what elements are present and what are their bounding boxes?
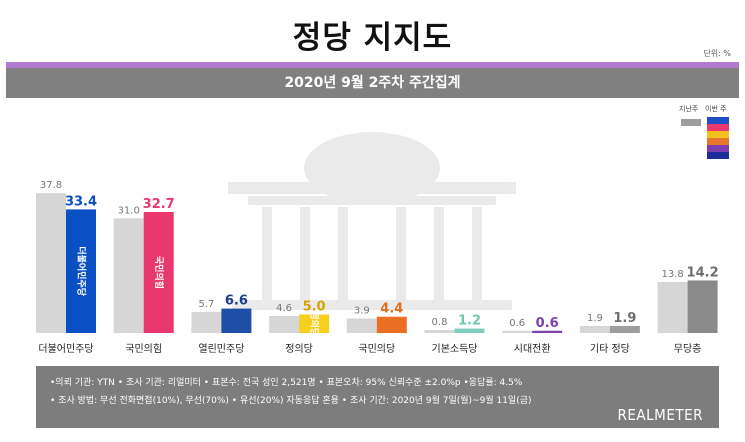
assembly-watermark — [228, 132, 516, 310]
value-label-prev-2: 5.7 — [198, 299, 214, 310]
legend-curr-color-5 — [707, 152, 729, 159]
party-logo-1: 국민의힘 — [153, 256, 165, 289]
bar-prev-6 — [502, 330, 533, 333]
survey-info-line-2: • 조사 방법: 무선 전화면접(10%), 무선(70%) • 유선(20%)… — [50, 396, 532, 406]
bar-curr-2 — [221, 308, 252, 333]
bar-prev-4 — [346, 318, 377, 333]
bar-curr-7 — [609, 325, 640, 333]
legend-prev-label: 지난주 — [679, 105, 699, 113]
value-label-prev-4: 3.9 — [354, 306, 370, 317]
value-label-curr-2: 6.6 — [225, 294, 248, 309]
bar-prev-3 — [269, 315, 300, 333]
legend-curr-label: 이번 주 — [705, 105, 727, 113]
value-label-prev-6: 0.6 — [509, 318, 525, 329]
bar-curr-1 — [143, 212, 174, 333]
party-logo-3: 정의당 — [309, 311, 321, 337]
value-label-prev-8: 13.8 — [661, 269, 683, 280]
bar-curr-3 — [299, 314, 330, 333]
legend-curr-color-2 — [707, 131, 729, 138]
value-label-curr-8: 14.2 — [687, 265, 719, 280]
value-label-curr-0: 33.4 — [65, 194, 97, 209]
category-label-4: 국민의당 — [358, 343, 395, 355]
bar-curr-4 — [376, 316, 407, 333]
bar-curr-8 — [687, 280, 718, 333]
category-label-1: 국민의힘 — [125, 343, 162, 355]
bar-prev-2 — [191, 311, 222, 333]
survey-info-box: •의뢰 기관: YTN • 조사 기관: 리얼미터 • 표본수: 전국 성인 2… — [36, 366, 719, 428]
value-label-curr-5: 1.2 — [458, 314, 481, 329]
bar-curr-5 — [454, 328, 485, 333]
legend-curr-color-1 — [707, 124, 729, 131]
page-title: 정당 지지도 — [292, 20, 453, 56]
value-label-curr-1: 32.7 — [143, 197, 175, 212]
bar-curr-6 — [532, 330, 563, 333]
value-label-prev-7: 1.9 — [587, 313, 603, 324]
bar-prev-8 — [657, 281, 688, 333]
category-label-7: 기타 정당 — [590, 343, 630, 355]
bar-prev-1 — [113, 218, 144, 333]
realmeter-logo: REALMETER — [617, 406, 703, 424]
category-label-5: 기본소득당 — [432, 343, 478, 355]
bar-prev-5 — [424, 330, 455, 333]
value-label-curr-3: 5.0 — [303, 300, 326, 315]
value-label-prev-5: 0.8 — [432, 317, 448, 328]
survey-info-line-1: •의뢰 기관: YTN • 조사 기관: 리얼미터 • 표본수: 전국 성인 2… — [50, 378, 523, 388]
legend-curr-color-4 — [707, 145, 729, 152]
party-logo-0: 더불어민주당 — [76, 246, 88, 296]
legend-curr-color-0 — [707, 117, 729, 124]
category-label-2: 열린민주당 — [198, 343, 244, 355]
legend-prev-swatch — [681, 119, 701, 126]
category-label-6: 시대전환 — [514, 343, 551, 355]
title-divider — [6, 62, 739, 68]
value-label-curr-6: 0.6 — [536, 316, 559, 331]
bar-prev-7 — [579, 325, 610, 333]
bar-curr-0 — [66, 209, 96, 333]
unit-label: 단위: % — [703, 49, 731, 58]
value-label-prev-0: 37.8 — [40, 180, 62, 191]
legend-curr-color-3 — [707, 138, 729, 145]
legend-curr-swatch — [707, 117, 729, 159]
category-label-8: 무당층 — [674, 343, 702, 355]
subtitle-banner: 2020년 9월 2주차 주간집계 — [6, 68, 739, 98]
value-label-curr-7: 1.9 — [613, 311, 636, 326]
category-label-0: 더불어민주당 — [38, 343, 93, 355]
category-label-3: 정의당 — [285, 343, 313, 355]
value-label-curr-4: 4.4 — [380, 302, 403, 317]
value-label-prev-1: 31.0 — [118, 205, 140, 216]
bar-prev-0 — [36, 193, 66, 333]
value-label-prev-3: 4.6 — [276, 303, 292, 314]
